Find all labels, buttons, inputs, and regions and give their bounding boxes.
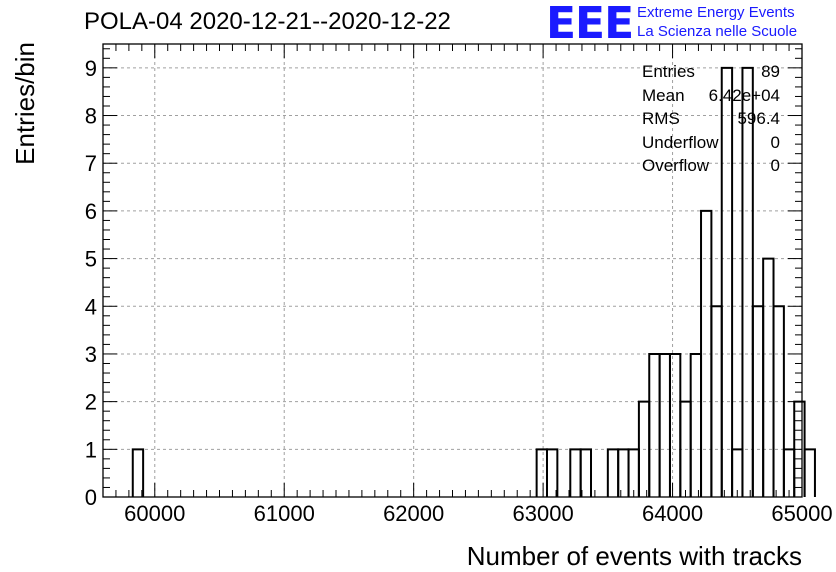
y-tick-label: 7 <box>85 151 97 176</box>
histogram-bin <box>545 448 559 497</box>
histogram-bin <box>762 257 775 497</box>
stat-entries: Entries 89 <box>642 60 780 84</box>
stat-underflow-value: 0 <box>770 132 780 152</box>
y-tick-label: 0 <box>85 485 97 510</box>
histogram-bin <box>782 448 796 497</box>
histogram-bin <box>731 448 744 497</box>
x-tick-label: 62000 <box>383 501 444 526</box>
y-axis-label: Entries/bin <box>10 42 40 165</box>
x-tick-label: 61000 <box>254 501 315 526</box>
histogram-bin <box>569 448 582 497</box>
chart-title: POLA-04 2020-12-21--2020-12-22 <box>84 8 451 35</box>
y-tick-label: 4 <box>85 294 97 319</box>
histogram-bin <box>720 66 734 497</box>
stat-entries-value: 89 <box>761 62 780 81</box>
stats-box: Entries 89 Mean 6.42e+04 RMS 596.4 Under… <box>642 60 780 178</box>
y-tick-label: 8 <box>85 104 97 129</box>
stat-mean-value: 6.42e+04 <box>708 85 780 105</box>
y-tick-label: 1 <box>85 437 97 462</box>
stat-overflow-label: Overflow <box>642 156 710 175</box>
y-tick-label: 2 <box>85 390 97 415</box>
histogram-bin <box>606 448 620 497</box>
histogram-bin <box>772 305 785 497</box>
stat-mean-label: Mean <box>642 85 685 105</box>
stat-underflow-label: Underflow <box>642 132 719 152</box>
histogram-bin <box>131 448 145 497</box>
y-tick-label: 9 <box>85 56 97 81</box>
histogram-bin <box>648 352 661 497</box>
x-tick-label: 65000 <box>771 501 832 526</box>
y-tick-label: 6 <box>85 199 97 224</box>
logo-line-2: La Scienza nelle Scuole <box>637 23 798 40</box>
stat-rms-value: 596.4 <box>737 109 780 128</box>
histogram-bin <box>668 352 682 497</box>
x-axis-label: Number of events with tracks <box>467 541 802 571</box>
stat-entries-label: Entries <box>642 62 695 81</box>
y-tick-label: 3 <box>85 342 97 367</box>
x-tick-label: 63000 <box>513 501 574 526</box>
logo-line-1: Extreme Energy Events <box>637 4 795 21</box>
histogram-bin <box>535 448 548 497</box>
logo-text: Extreme Energy Events La Scienza nelle S… <box>637 3 797 41</box>
histogram-bin <box>658 352 671 497</box>
x-tick-label: 64000 <box>642 501 703 526</box>
stat-underflow: Underflow 0 <box>642 131 780 155</box>
histogram-bin <box>803 448 816 497</box>
histogram-bin <box>579 448 593 497</box>
x-tick-label: 60000 <box>124 501 185 526</box>
eee-logo: EEE <box>546 0 634 49</box>
stat-overflow: Overflow 0 <box>642 154 780 178</box>
y-tick-label: 5 <box>85 247 97 272</box>
histogram-bin <box>627 448 640 497</box>
histogram-bin <box>689 352 703 497</box>
stat-mean: Mean 6.42e+04 <box>642 84 780 108</box>
stat-overflow-value: 0 <box>770 156 780 175</box>
histogram-bin <box>741 66 754 497</box>
histogram-bin <box>617 448 630 497</box>
stat-rms: RMS 596.4 <box>642 107 780 131</box>
stat-rms-label: RMS <box>642 109 680 128</box>
